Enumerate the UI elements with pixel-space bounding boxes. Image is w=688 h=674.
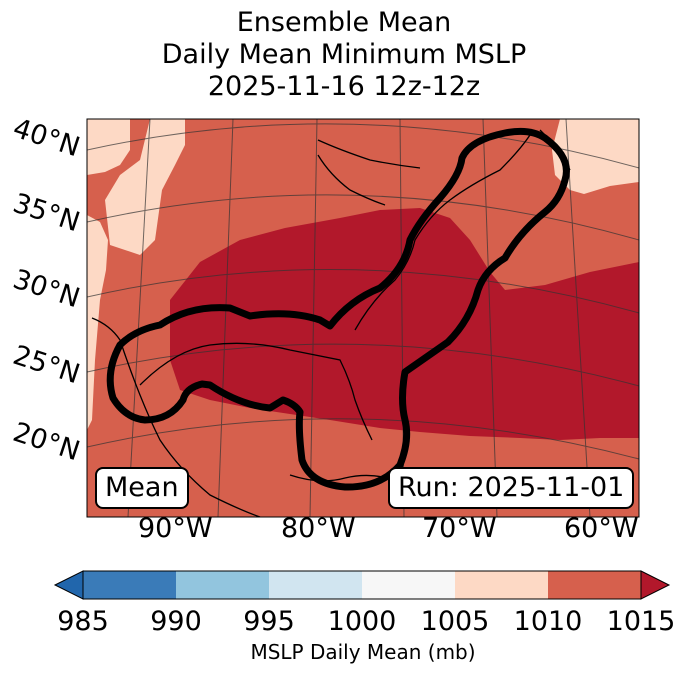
- field-over-1015: [170, 208, 639, 440]
- field-1005-1010-west-patch: [105, 119, 185, 255]
- colorbar: [53, 570, 671, 600]
- field-1005-1010-west-edge: [87, 215, 108, 430]
- colorbar-seg-1005-1010: [455, 571, 548, 599]
- colorbar-tick-990: 990: [150, 606, 202, 637]
- colorbar-frame: [82, 570, 642, 600]
- colorbar-over-arrow: [640, 570, 671, 600]
- colorbar-tick-1010: 1010: [513, 606, 583, 637]
- colorbar-under-arrow: [53, 570, 84, 600]
- lon-label-90w: 90°W: [138, 513, 213, 544]
- title-line-2: Daily Mean Minimum MSLP: [161, 39, 527, 70]
- colorbar-seg-1000-1005: [362, 571, 455, 599]
- title-line-1: Ensemble Mean: [236, 7, 452, 38]
- mean-label-box: Mean: [95, 467, 189, 509]
- lon-label-80w: 80°W: [281, 513, 356, 544]
- colorbar-tick-1015: 1015: [606, 606, 676, 637]
- colorbar-tick-995: 995: [243, 606, 295, 637]
- colorbar-seg-1010-1015: [548, 571, 641, 599]
- colorbar-seg-990-995: [176, 571, 269, 599]
- colorbar-tick-985: 985: [57, 606, 109, 637]
- title-line-3: 2025-11-16 12z-12z: [207, 71, 481, 102]
- run-date-box: Run: 2025-11-01: [388, 467, 635, 509]
- colorbar-tick-1000: 1000: [327, 606, 397, 637]
- lon-label-60w: 60°W: [564, 513, 639, 544]
- colorbar-axis-label: MSLP Daily Mean (mb): [250, 640, 476, 664]
- colorbar-seg-995-1000: [269, 571, 362, 599]
- map-frame: [86, 118, 640, 518]
- field-1005-1010-northwest: [87, 119, 130, 175]
- colorbar-seg-985-990: [83, 571, 176, 599]
- lon-label-70w: 70°W: [422, 513, 497, 544]
- graticule: [87, 119, 639, 517]
- colorbar-tick-1005: 1005: [420, 606, 490, 637]
- contour-1015: [106, 127, 570, 491]
- map-area: [87, 119, 639, 517]
